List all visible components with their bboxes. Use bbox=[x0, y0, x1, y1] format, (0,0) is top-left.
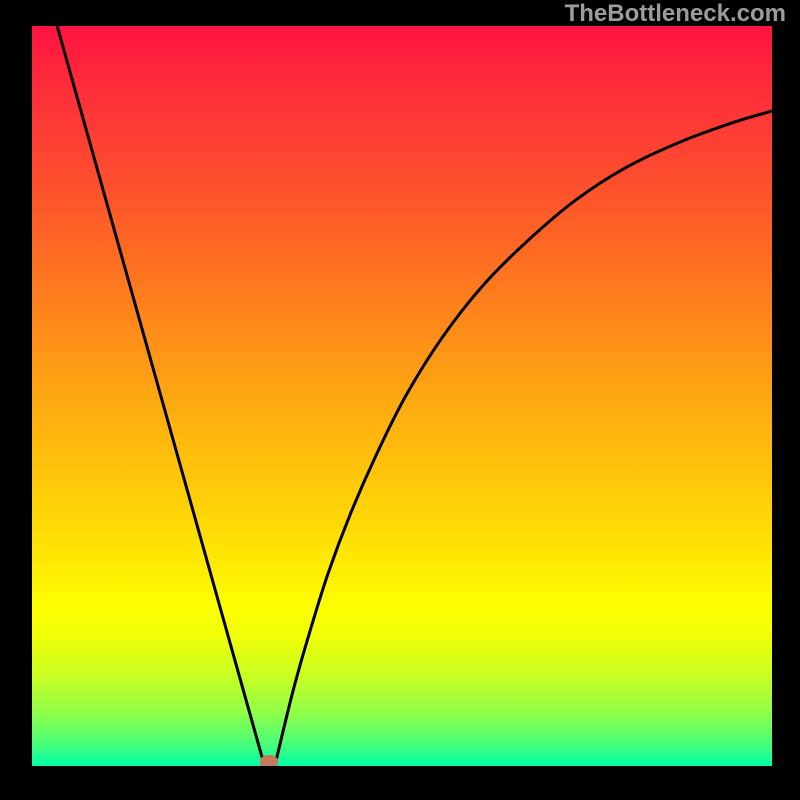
curve-svg bbox=[32, 26, 772, 766]
chart-container: { "watermark": { "text": "TheBottleneck.… bbox=[0, 0, 800, 800]
minimum-marker bbox=[260, 755, 278, 766]
curve-right-branch bbox=[276, 111, 772, 760]
curve-left-branch bbox=[57, 26, 263, 760]
watermark-text: TheBottleneck.com bbox=[565, 0, 786, 28]
plot-area bbox=[32, 26, 772, 766]
